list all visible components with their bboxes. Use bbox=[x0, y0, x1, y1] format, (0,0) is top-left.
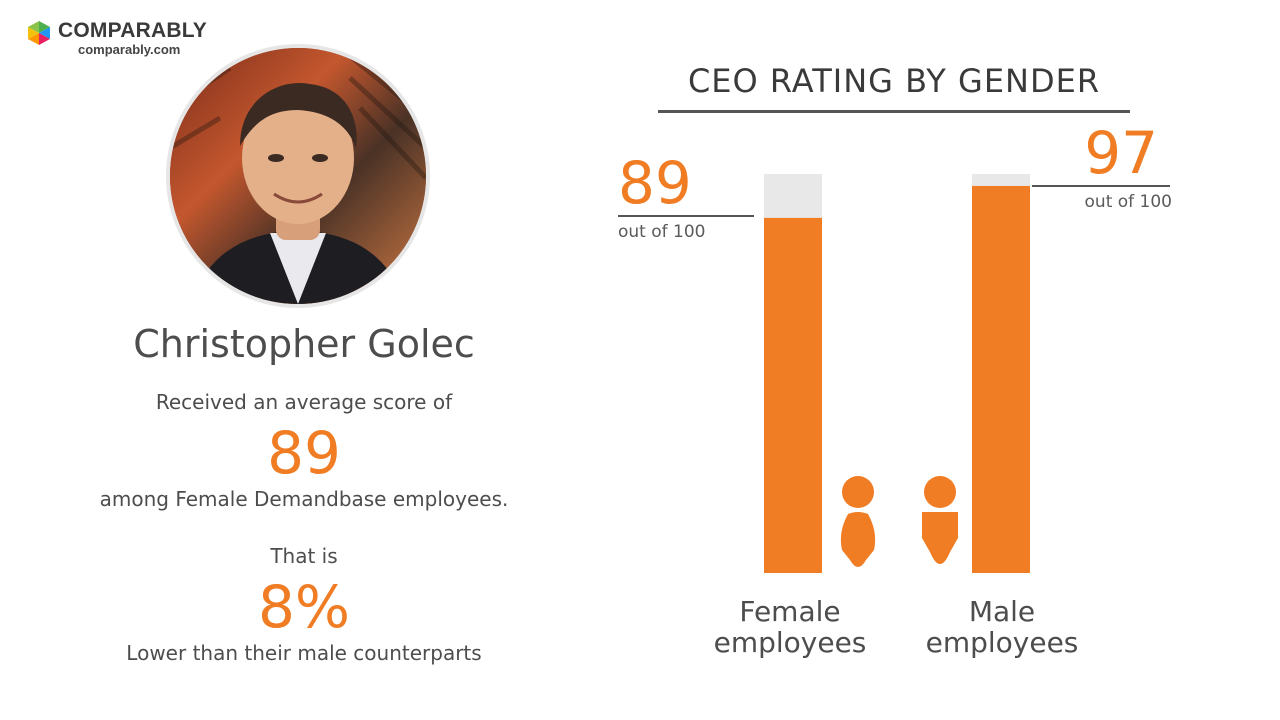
female-value-rule bbox=[618, 215, 754, 217]
female-icon bbox=[840, 476, 876, 567]
ceo-name: Christopher Golec bbox=[133, 322, 475, 366]
brand-url: comparably.com bbox=[78, 42, 181, 57]
female-value-group: 89 out of 100 bbox=[618, 154, 758, 242]
chart-title: CEO RATING BY GENDER bbox=[687, 62, 1101, 100]
ceo-portrait-image bbox=[170, 48, 426, 304]
male-category-label: Male employees bbox=[925, 595, 1079, 659]
percent-difference: 8% bbox=[257, 573, 350, 641]
bar-male-employees bbox=[972, 185, 1030, 573]
male-value-label: 97 bbox=[1084, 119, 1158, 187]
comparison-context-text: Lower than their male counterparts bbox=[126, 641, 482, 665]
brand-name: COMPARABLY bbox=[58, 19, 208, 42]
female-value-suffix: out of 100 bbox=[618, 222, 706, 242]
female-category-label: Female employees bbox=[713, 595, 867, 659]
female-value-label: 89 bbox=[618, 149, 692, 217]
brand-logo: COMPARABLY comparably.com bbox=[26, 18, 226, 58]
male-icon bbox=[922, 476, 958, 564]
ceo-photo bbox=[166, 44, 430, 308]
male-value-rule bbox=[1032, 185, 1170, 187]
bar-female-employees bbox=[764, 217, 822, 573]
average-score: 89 bbox=[267, 419, 341, 487]
title-divider bbox=[658, 110, 1130, 113]
comparably-logo-icon bbox=[28, 21, 50, 45]
comparison-intro-text: That is bbox=[270, 544, 338, 568]
male-value-group: 97 out of 100 bbox=[1032, 124, 1172, 212]
male-value-suffix: out of 100 bbox=[1084, 192, 1172, 212]
score-context-text: among Female Demandbase employees. bbox=[99, 487, 509, 511]
score-intro-text: Received an average score of bbox=[155, 390, 453, 414]
